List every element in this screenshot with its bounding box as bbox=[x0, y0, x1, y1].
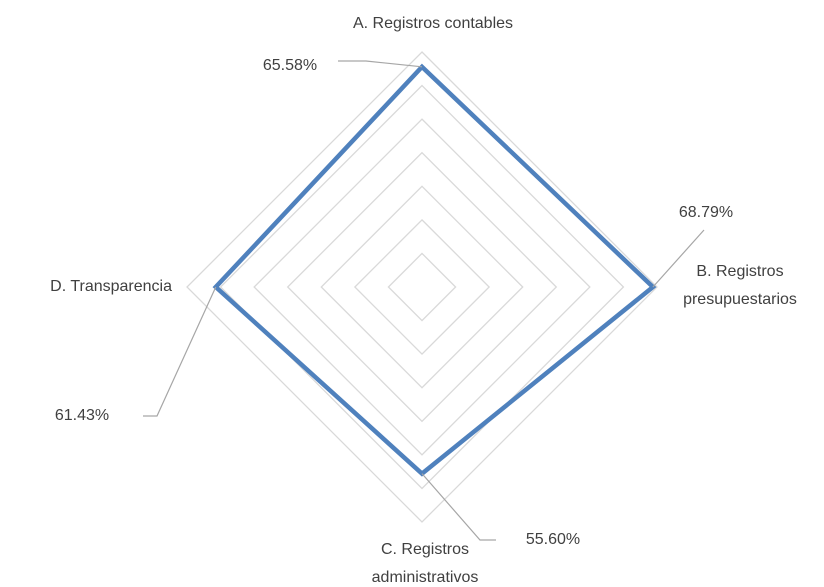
grid-ring bbox=[320, 185, 524, 389]
category-label: B. Registros presupuestarios bbox=[683, 263, 797, 308]
grid-ring bbox=[353, 218, 491, 356]
grid-ring bbox=[219, 84, 625, 490]
category-label: D. Transparencia bbox=[50, 278, 172, 295]
grid-ring bbox=[387, 252, 457, 322]
data-label: 61.43% bbox=[55, 407, 109, 424]
data-label: 68.79% bbox=[679, 204, 733, 221]
series-line bbox=[212, 63, 657, 477]
leader-line bbox=[338, 60, 423, 68]
category-label: A. Registros contables bbox=[353, 15, 513, 32]
grid-ring bbox=[253, 118, 591, 456]
data-label: 55.60% bbox=[526, 531, 580, 548]
leader-line bbox=[652, 229, 705, 288]
grid-ring bbox=[186, 51, 658, 523]
category-label: C. Registros administrativos bbox=[372, 541, 479, 586]
leader-line bbox=[421, 473, 496, 541]
grid-ring bbox=[286, 151, 558, 423]
leader-line bbox=[143, 286, 217, 417]
data-label: 65.58% bbox=[263, 57, 317, 74]
